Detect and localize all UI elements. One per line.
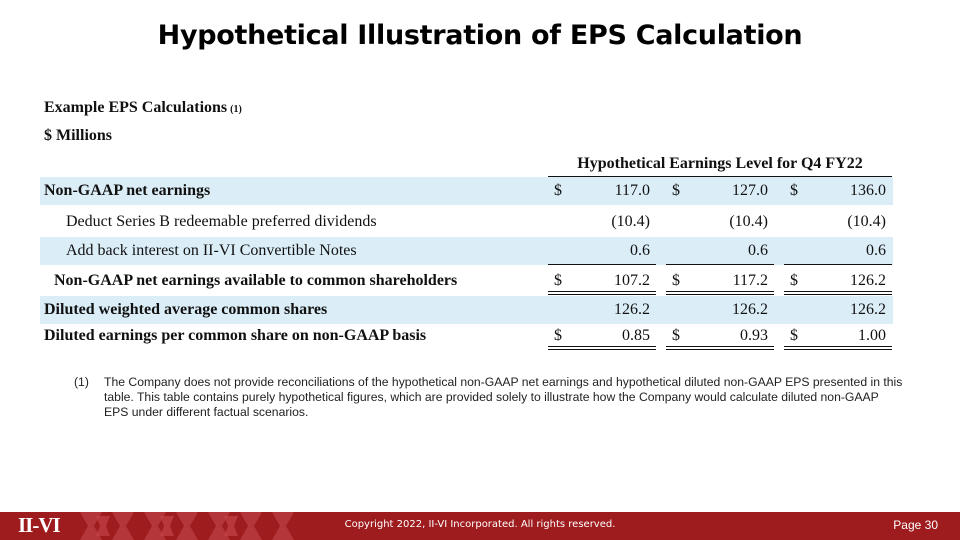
- footnote-mark: (1): [74, 375, 89, 389]
- footnote-reference: (1): [230, 104, 242, 115]
- value: 1.00: [858, 327, 886, 344]
- value-cell: 126.2: [666, 296, 774, 324]
- value: (10.4): [847, 213, 886, 230]
- row-label: Deduct Series B redeemable preferred div…: [66, 213, 377, 230]
- table-row: Non-GAAP net earnings $ 117.0 $ 127.0 $ …: [40, 177, 893, 205]
- value: 126.2: [850, 301, 886, 318]
- value-cell: $ 126.2: [784, 267, 892, 295]
- value: (10.4): [729, 213, 768, 230]
- value: 126.2: [732, 301, 768, 318]
- value-cell: $ 136.0: [784, 177, 892, 205]
- table-row: Deduct Series B redeemable preferred div…: [40, 208, 893, 236]
- value: 0.6: [866, 242, 886, 259]
- currency-symbol: $: [790, 272, 798, 289]
- value: 117.2: [732, 272, 768, 289]
- value: 126.2: [614, 301, 650, 318]
- value-cell: $ 0.93: [666, 322, 774, 350]
- slide-title: Hypothetical Illustration of EPS Calcula…: [157, 20, 803, 51]
- value: 126.2: [850, 272, 886, 289]
- value: 136.0: [850, 182, 886, 199]
- value-cell: 0.6: [666, 237, 774, 265]
- value-cell: (10.4): [666, 208, 774, 236]
- value-cell: $ 107.2: [548, 267, 656, 295]
- value-cell: 126.2: [784, 296, 892, 324]
- currency-symbol: $: [672, 182, 680, 199]
- decorative-pattern: [80, 512, 294, 540]
- value: (10.4): [611, 213, 650, 230]
- footnote-text: The Company does not provide reconciliat…: [104, 375, 903, 419]
- column-header: Hypothetical Earnings Level for Q4 FY22: [548, 155, 892, 177]
- value-cell: $ 0.85: [548, 322, 656, 350]
- row-label: Non-GAAP net earnings: [44, 182, 211, 199]
- footer-bar: II-VI Copyright 2022, II-VI Incorporated…: [0, 512, 960, 540]
- row-label: Add back interest on II-VI Convertible N…: [66, 242, 357, 259]
- copyright-text: Copyright 2022, II-VI Incorporated. All …: [344, 519, 616, 530]
- value-cell: (10.4): [548, 208, 656, 236]
- value: 117.0: [614, 182, 650, 199]
- table-row: Add back interest on II-VI Convertible N…: [40, 237, 893, 265]
- currency-symbol: $: [672, 327, 680, 344]
- row-label: Diluted earnings per common share on non…: [44, 327, 427, 344]
- table-row: Diluted earnings per common share on non…: [40, 322, 893, 350]
- value-cell: 126.2: [548, 296, 656, 324]
- value: 107.2: [614, 272, 650, 289]
- value: 0.93: [740, 327, 768, 344]
- table-row: Non-GAAP net earnings available to commo…: [40, 267, 893, 295]
- currency-symbol: $: [672, 272, 680, 289]
- page-number: Page 30: [893, 518, 938, 532]
- row-label: Diluted weighted average common shares: [44, 301, 328, 318]
- table-heading-text: Example EPS Calculations: [44, 99, 228, 116]
- value: 127.0: [732, 182, 768, 199]
- table-row: Diluted weighted average common shares 1…: [40, 296, 893, 324]
- table-heading: Example EPS Calculations (1): [44, 99, 242, 117]
- value-cell: $ 127.0: [666, 177, 774, 205]
- company-logo: II-VI: [18, 513, 61, 537]
- value: 0.6: [630, 242, 650, 259]
- value: 0.85: [622, 327, 650, 344]
- value-cell: 0.6: [548, 237, 656, 265]
- currency-symbol: $: [790, 327, 798, 344]
- currency-symbol: $: [554, 272, 562, 289]
- currency-symbol: $: [554, 182, 562, 199]
- value: 0.6: [748, 242, 768, 259]
- currency-symbol: $: [554, 327, 562, 344]
- row-label: Non-GAAP net earnings available to commo…: [54, 272, 458, 289]
- value-cell: $ 117.0: [548, 177, 656, 205]
- value-cell: (10.4): [784, 208, 892, 236]
- value-cell: $ 117.2: [666, 267, 774, 295]
- currency-symbol: $: [790, 182, 798, 199]
- value-cell: 0.6: [784, 237, 892, 265]
- value-cell: $ 1.00: [784, 322, 892, 350]
- units-label: $ Millions: [44, 127, 113, 144]
